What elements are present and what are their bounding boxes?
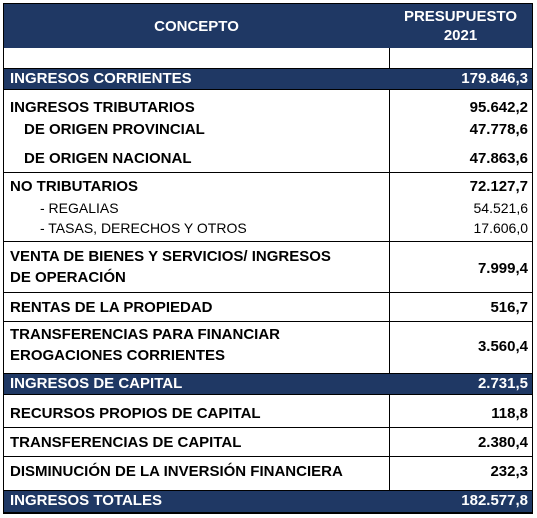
row-regalias: - REGALIAS 54.521,6 bbox=[4, 198, 532, 218]
row-value: 516,7 bbox=[490, 299, 528, 316]
row-value: 17.606,0 bbox=[473, 220, 529, 236]
row-label: INGRESOS TRIBUTARIOS bbox=[10, 99, 195, 116]
row-value: 3.560,4 bbox=[477, 338, 528, 355]
row-disminucion-inversion: DISMINUCIÓN DE LA INVERSIÓN FINANCIERA 2… bbox=[4, 461, 532, 483]
row-transferencias-corrientes: TRANSFERENCIAS PARA FINANCIAR EROGACIONE… bbox=[4, 324, 532, 368]
row-value: 2.380,4 bbox=[477, 434, 528, 451]
header-presupuesto: PRESUPUESTO 2021 bbox=[389, 4, 532, 48]
row-label-line1: TRANSFERENCIAS PARA FINANCIAR bbox=[10, 326, 280, 343]
row-label: - REGALIAS bbox=[40, 200, 119, 216]
row-value: 2.731,5 bbox=[477, 375, 528, 392]
row-label: TRANSFERENCIAS DE CAPITAL bbox=[10, 434, 242, 451]
row-tasas: - TASAS, DERECHOS Y OTROS 17.606,0 bbox=[4, 218, 532, 238]
row-value: 72.127,7 bbox=[469, 178, 528, 195]
row-ingresos-capital: INGRESOS DE CAPITAL 2.731,5 bbox=[4, 373, 532, 395]
row-label: RENTAS DE LA PROPIEDAD bbox=[10, 299, 213, 316]
row-label: TRANSFERENCIAS PARA FINANCIAR EROGACIONE… bbox=[10, 324, 380, 366]
row-label: INGRESOS CORRIENTES bbox=[10, 70, 192, 87]
row-value: 232,3 bbox=[490, 463, 528, 480]
row-label: NO TRIBUTARIOS bbox=[10, 178, 139, 195]
row-origen-nacional: DE ORIGEN NACIONAL 47.863,6 bbox=[4, 148, 532, 170]
row-separator bbox=[4, 427, 532, 428]
row-ingresos-tributarios: INGRESOS TRIBUTARIOS 95.642,2 bbox=[4, 97, 532, 119]
row-label: DE ORIGEN PROVINCIAL bbox=[24, 121, 205, 138]
row-value: 118,8 bbox=[491, 405, 528, 422]
row-label: VENTA DE BIENES Y SERVICIOS/ INGRESOS DE… bbox=[10, 246, 380, 288]
row-separator bbox=[4, 241, 532, 242]
row-separator bbox=[4, 456, 532, 457]
row-value: 47.863,6 bbox=[469, 150, 528, 167]
row-value: 47.778,6 bbox=[469, 121, 528, 138]
row-label: INGRESOS DE CAPITAL bbox=[10, 375, 183, 392]
table-header: CONCEPTO PRESUPUESTO 2021 bbox=[4, 4, 532, 48]
row-label: INGRESOS TOTALES bbox=[10, 492, 162, 509]
header-concepto: CONCEPTO bbox=[154, 17, 239, 35]
row-value: 182.577,8 bbox=[461, 492, 528, 509]
header-presupuesto-line1: PRESUPUESTO bbox=[403, 8, 518, 25]
column-divider bbox=[389, 48, 390, 513]
row-value: 7.999,4 bbox=[477, 260, 528, 277]
row-label-line2: EROGACIONES CORRIENTES bbox=[10, 347, 226, 364]
header-presupuesto-year: 2021 bbox=[443, 27, 478, 44]
row-venta-bienes: VENTA DE BIENES Y SERVICIOS/ INGRESOS DE… bbox=[4, 246, 532, 290]
row-label: DE ORIGEN NACIONAL bbox=[24, 150, 192, 167]
row-no-tributarios: NO TRIBUTARIOS 72.127,7 bbox=[4, 176, 532, 198]
row-origen-provincial: DE ORIGEN PROVINCIAL 47.778,6 bbox=[4, 119, 532, 141]
row-ingresos-corrientes: INGRESOS CORRIENTES 179.846,3 bbox=[4, 68, 532, 90]
row-separator bbox=[4, 172, 532, 173]
row-ingresos-totales: INGRESOS TOTALES 182.577,8 bbox=[4, 490, 532, 513]
row-label: RECURSOS PROPIOS DE CAPITAL bbox=[10, 405, 261, 422]
row-recursos-propios: RECURSOS PROPIOS DE CAPITAL 118,8 bbox=[4, 403, 532, 425]
row-separator bbox=[4, 321, 532, 322]
row-value: 54.521,6 bbox=[473, 200, 529, 216]
row-label-line2: DE OPERACIÓN bbox=[10, 269, 126, 286]
row-label-line1: VENTA DE BIENES Y SERVICIOS/ INGRESOS bbox=[10, 248, 331, 265]
row-label: - TASAS, DERECHOS Y OTROS bbox=[40, 220, 247, 236]
row-value: 95.642,2 bbox=[469, 99, 528, 116]
row-separator bbox=[4, 292, 532, 293]
row-label: DISMINUCIÓN DE LA INVERSIÓN FINANCIERA bbox=[10, 463, 343, 480]
row-value: 179.846,3 bbox=[461, 70, 528, 87]
budget-table: CONCEPTO PRESUPUESTO 2021 INGRESOS CORRI… bbox=[3, 3, 533, 514]
row-rentas: RENTAS DE LA PROPIEDAD 516,7 bbox=[4, 297, 532, 319]
row-transferencias-capital: TRANSFERENCIAS DE CAPITAL 2.380,4 bbox=[4, 432, 532, 454]
